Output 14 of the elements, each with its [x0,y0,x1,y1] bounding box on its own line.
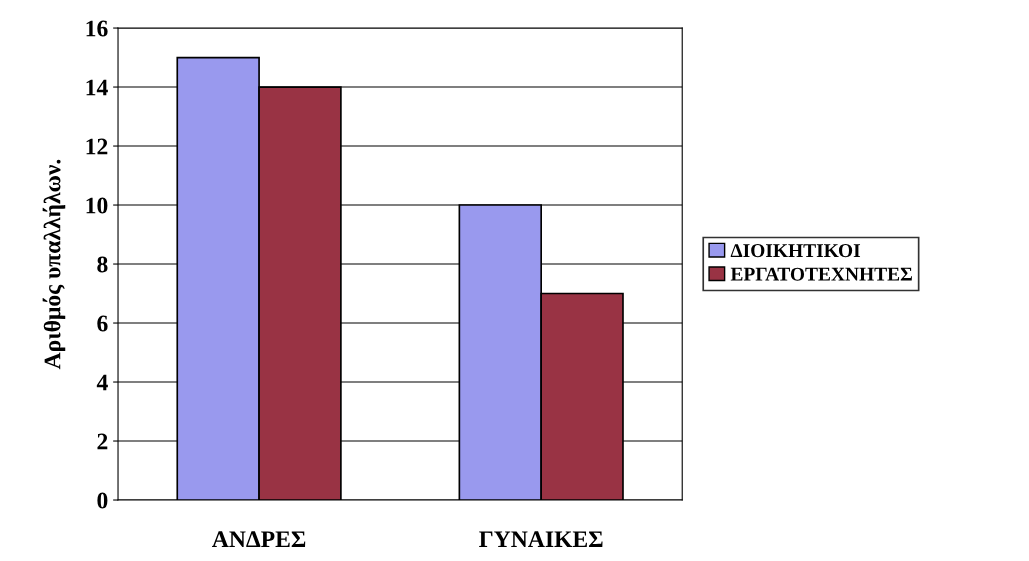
legend-label: ΔΙΟΙΚΗΤΙΚΟΙ [730,244,861,258]
y-tick-label: 4 [96,374,108,391]
x-tick-label: ΑΝΔΡΕΣ [212,531,306,547]
legend-label: ΕΡΓΑΤΟΤΕΧΝΗΤΕΣ [730,267,912,281]
y-tick-label: 6 [97,315,108,332]
y-tick-label: 12 [86,138,108,155]
y-tick-label: 8 [97,256,108,273]
x-tick-label: ΓΥΝΑΙΚΕΣ [479,531,603,547]
y-axis-title: Αριθμός υπαλλήλων. [42,159,66,370]
y-tick-label: 0 [97,492,108,509]
y-tick-label: 14 [86,79,108,96]
y-tick-label: 2 [97,433,108,450]
y-tick-label: 16 [86,20,108,37]
y-tick-label: 10 [86,197,108,214]
